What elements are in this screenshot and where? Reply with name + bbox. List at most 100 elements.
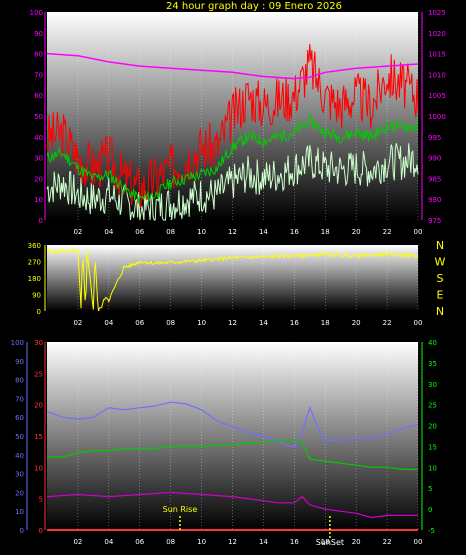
x-tick-label: 04 <box>104 538 113 546</box>
x-tick-label: 20 <box>352 319 361 327</box>
x-tick-label: 02 <box>73 319 82 327</box>
humidity-line <box>46 401 419 448</box>
y-right-tick-label: 1000 <box>428 113 446 121</box>
y-right-tick-label: 5 <box>428 485 432 493</box>
y-right-tick-label: -5 <box>428 527 435 535</box>
green-line <box>47 439 418 470</box>
y-left-tick-label: 60 <box>34 92 43 100</box>
compass-label: E <box>437 289 444 302</box>
y-left-tick-label: 100 <box>30 9 43 17</box>
x-tick-label: 12 <box>228 538 237 546</box>
y-far-left-tick-label: 80 <box>15 377 24 385</box>
y-right-tick-label: 1010 <box>428 71 446 79</box>
y-right-tick-label: 1005 <box>428 92 446 100</box>
y-left-tick-label: 20 <box>34 402 43 410</box>
wind-avg-line <box>46 113 419 204</box>
x-tick-label: 16 <box>290 319 299 327</box>
x-tick-label: 16 <box>290 228 299 236</box>
x-tick-label: 12 <box>228 319 237 327</box>
y-right-tick-label: 1025 <box>428 9 446 17</box>
y-right-tick-label: 995 <box>428 134 441 142</box>
y-far-left-tick-label: 50 <box>15 433 24 441</box>
x-tick-label: 18 <box>321 538 330 546</box>
y-left-tick-label: 40 <box>34 134 43 142</box>
y-left-tick-label: 0 <box>39 217 43 225</box>
y-far-left-tick-label: 70 <box>15 395 24 403</box>
compass-label: N <box>436 239 444 252</box>
wind-direction-line <box>46 248 419 312</box>
x-tick-label: 10 <box>197 538 206 546</box>
y-right-tick-label: 0 <box>428 506 432 514</box>
y-right-tick-label: 980 <box>428 196 441 204</box>
y-left-tick-label: 50 <box>34 113 43 121</box>
x-tick-label: 06 <box>135 538 144 546</box>
x-tick-label: 18 <box>321 228 330 236</box>
x-tick-label: 00 <box>414 319 423 327</box>
y-right-tick-label: 1015 <box>428 51 446 59</box>
x-tick-label: 22 <box>383 228 392 236</box>
y-right-tick-label: 1020 <box>428 30 446 38</box>
x-tick-label: 14 <box>259 319 268 327</box>
y-far-left-tick-label: 20 <box>15 489 24 497</box>
x-tick-label: 10 <box>197 228 206 236</box>
x-tick-label: 22 <box>383 319 392 327</box>
x-tick-label: 10 <box>197 319 206 327</box>
y-left-tick-label: 30 <box>34 155 43 163</box>
y-left-tick-label: 80 <box>34 51 43 59</box>
x-tick-label: 16 <box>290 538 299 546</box>
y-far-left-tick-label: 100 <box>11 339 24 347</box>
y-far-left-tick-label: 0 <box>20 527 24 535</box>
y-far-left-tick-label: 10 <box>15 508 24 516</box>
y-right-tick-label: 985 <box>428 175 441 183</box>
x-tick-label: 20 <box>352 538 361 546</box>
y-left-tick-label: 15 <box>34 433 43 441</box>
chart-title: 24 hour graph day : 09 Enero 2026 <box>166 1 342 12</box>
y-far-left-tick-label: 30 <box>15 471 24 479</box>
y-right-tick-label: 30 <box>428 381 437 389</box>
y-left-tick-label: 70 <box>34 71 43 79</box>
y-left-tick-label: 270 <box>28 259 41 267</box>
y-far-left-tick-label: 60 <box>15 414 24 422</box>
y-left-tick-label: 180 <box>28 275 41 283</box>
y-right-tick-label: 10 <box>428 464 437 472</box>
compass-label: N <box>436 305 444 318</box>
y-right-tick-label: 15 <box>428 443 437 451</box>
y-left-tick-label: 20 <box>34 175 43 183</box>
y-left-tick-label: 90 <box>34 30 43 38</box>
chart-panels: 02 04 06 08 10 12 14 16 18 20 22 001009080706050403… <box>11 9 446 547</box>
x-tick-label: 18 <box>321 319 330 327</box>
x-tick-label: 04 <box>104 228 113 236</box>
x-tick-label: 12 <box>228 228 237 236</box>
y-right-tick-label: 25 <box>428 402 437 410</box>
x-tick-label: 14 <box>259 538 268 546</box>
y-right-tick-label: 990 <box>428 155 441 163</box>
y-left-tick-label: 10 <box>34 196 43 204</box>
x-tick-label: 22 <box>383 538 392 546</box>
x-tick-label: 02 <box>73 538 82 546</box>
compass-label: W <box>435 256 446 269</box>
y-left-tick-label: 25 <box>34 370 43 378</box>
compass-label: S <box>437 272 444 285</box>
x-tick-label: 00 <box>414 228 423 236</box>
x-tick-label: 04 <box>104 319 113 327</box>
wind-min-line <box>46 143 419 221</box>
x-tick-label: 06 <box>135 319 144 327</box>
x-tick-label: 02 <box>73 228 82 236</box>
y-left-tick-label: 10 <box>34 464 43 472</box>
y-far-left-tick-label: 90 <box>15 358 24 366</box>
sunset-label: SunSet <box>316 538 344 547</box>
wind-gust-line <box>46 43 419 210</box>
x-tick-label: 06 <box>135 228 144 236</box>
x-tick-label: 20 <box>352 228 361 236</box>
x-tick-label: 08 <box>166 319 175 327</box>
y-left-tick-label: 5 <box>39 496 43 504</box>
x-tick-label: 08 <box>166 538 175 546</box>
y-left-tick-label: 90 <box>32 292 41 300</box>
pressure-line <box>46 52 419 80</box>
x-tick-label: 08 <box>166 228 175 236</box>
y-left-tick-label: 30 <box>34 339 43 347</box>
y-right-tick-label: 975 <box>428 217 441 225</box>
dewpoint-line <box>46 491 418 519</box>
y-left-tick-label: 0 <box>37 308 41 316</box>
